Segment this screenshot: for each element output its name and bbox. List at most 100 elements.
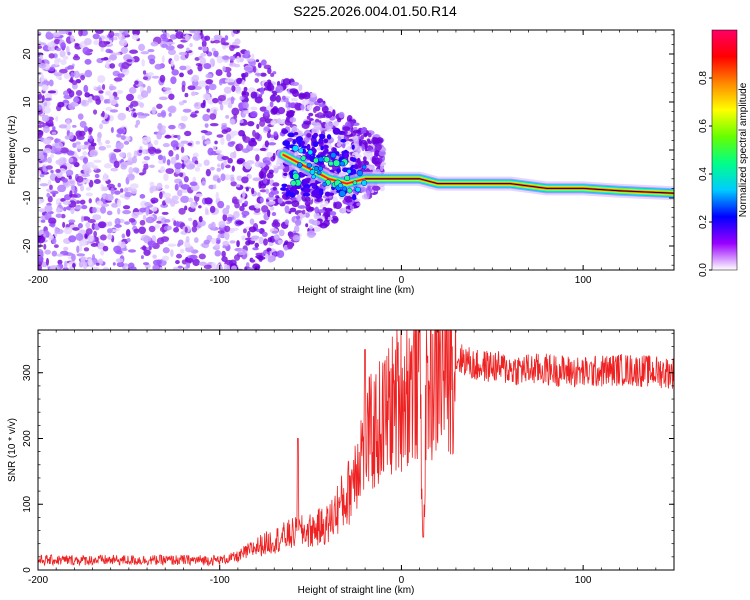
spectrogram-cell <box>332 127 341 135</box>
spectrogram-cell <box>84 58 92 65</box>
spectrogram-cell <box>44 204 53 213</box>
spectrogram-cell <box>51 250 58 257</box>
spectrogram-cell <box>97 221 107 229</box>
spectrogram-cell <box>212 146 217 150</box>
spectrogram-cell <box>312 107 317 114</box>
spectrogram-cell <box>361 180 368 186</box>
spectrogram-cell <box>107 233 113 240</box>
spectrogram-cell <box>160 33 167 40</box>
spectrogram-cell <box>205 168 211 177</box>
spectrogram-ytick-label: 20 <box>22 48 33 60</box>
spectrogram-cell <box>201 46 208 52</box>
spectrogram-cell <box>230 96 235 105</box>
spectrogram-cell <box>259 119 266 127</box>
spectrogram-cell <box>126 238 131 243</box>
spectrogram-cell <box>306 143 311 151</box>
spectrogram-cell <box>303 120 312 125</box>
snr-xlabel: Height of straight line (km) <box>298 585 415 596</box>
spectrogram-cell <box>351 157 357 162</box>
spectrogram-cell <box>222 213 228 222</box>
spectrogram-cell <box>87 258 93 266</box>
spectrogram-cell <box>345 141 350 145</box>
spectrogram-cell <box>217 94 226 102</box>
spectrogram-cell <box>271 221 281 228</box>
spectrogram-cell <box>227 82 235 86</box>
spectrogram-cell <box>225 114 230 119</box>
spectrogram-cell <box>148 225 156 233</box>
spectrogram-cell <box>205 85 210 91</box>
spectrogram-cell <box>237 276 240 282</box>
spectrogram-cell <box>352 180 358 186</box>
spectrogram-cell <box>216 134 224 138</box>
spectrogram-cell <box>345 198 353 203</box>
spectrogram-cell <box>95 262 100 266</box>
spectrogram-cell <box>65 169 74 177</box>
spectrogram-cell <box>139 219 146 226</box>
spectrogram-cell <box>178 101 185 106</box>
spectrogram-cell <box>187 142 193 147</box>
spectrogram-cell <box>170 156 177 165</box>
spectrogram-cell <box>80 256 87 261</box>
spectrogram-cell <box>312 121 317 126</box>
snr-xtick-label: 100 <box>575 575 592 586</box>
spectrogram-cell <box>267 237 273 243</box>
spectrogram-cell <box>69 77 74 84</box>
snr-ytick-label: 200 <box>22 430 33 447</box>
spectrogram-cell <box>48 217 57 225</box>
spectrogram-cell <box>38 130 44 136</box>
spectrogram-cell <box>250 110 258 118</box>
spectrogram-cell <box>224 225 231 233</box>
spectrogram-xtick-label: -100 <box>210 275 230 286</box>
spectrogram-cell <box>169 199 176 207</box>
spectrogram-cell <box>212 184 217 190</box>
spectrogram-cell <box>304 212 310 218</box>
spectrogram-cell <box>117 207 121 215</box>
spectrogram-cell <box>378 150 387 157</box>
spectrogram-cell <box>324 148 329 154</box>
spectrogram-cell <box>47 90 57 94</box>
spectrogram-cell <box>272 186 277 191</box>
spectrogram-cell <box>356 202 361 207</box>
spectrogram-cell <box>215 149 223 154</box>
spectrogram-cell <box>218 79 223 86</box>
spectrogram-cell <box>38 104 43 111</box>
spectrogram-cell <box>57 138 61 143</box>
spectrogram-cell <box>135 119 141 126</box>
spectrogram-cell <box>73 70 80 79</box>
spectrogram-cell <box>197 80 207 88</box>
spectrogram-cell <box>151 106 157 115</box>
spectrogram-cell <box>122 205 131 210</box>
spectrogram-cell <box>229 240 236 244</box>
spectrogram-cell <box>57 101 65 108</box>
spectrogram-cell <box>285 187 289 192</box>
spectrogram-cell <box>199 57 207 65</box>
spectrogram-ytick-label: 10 <box>22 96 33 108</box>
spectrogram-cell <box>276 118 282 125</box>
spectrogram-cell <box>68 103 76 110</box>
spectrogram-cell <box>312 152 316 157</box>
spectrogram-cell <box>177 189 183 197</box>
spectrogram-cell <box>242 161 251 167</box>
spectrogram-cell <box>264 140 269 148</box>
spectrogram-cell <box>336 168 341 174</box>
spectrogram-cell <box>85 228 93 235</box>
spectrogram-cell <box>112 262 116 266</box>
spectrogram-cell <box>198 46 203 50</box>
spectrogram-cell <box>311 190 320 197</box>
spectrogram-cell <box>38 92 43 100</box>
spectrogram-cell <box>251 53 255 60</box>
spectrogram-cell <box>252 148 261 152</box>
spectrogram-cell <box>215 191 219 200</box>
colorbar-tick-label: 0.8 <box>698 71 709 85</box>
spectrogram-cell <box>184 130 192 137</box>
spectrogram-cell <box>174 162 183 170</box>
spectrogram-cell <box>298 140 302 148</box>
spectrogram-cell <box>342 207 346 213</box>
spectrogram-cell <box>175 31 184 40</box>
spectrogram-cell <box>241 80 245 84</box>
spectrogram-cell <box>178 51 188 56</box>
spectrogram-cell <box>332 196 338 203</box>
spectrogram-cell <box>203 264 213 270</box>
spectrogram-cell <box>173 227 180 233</box>
